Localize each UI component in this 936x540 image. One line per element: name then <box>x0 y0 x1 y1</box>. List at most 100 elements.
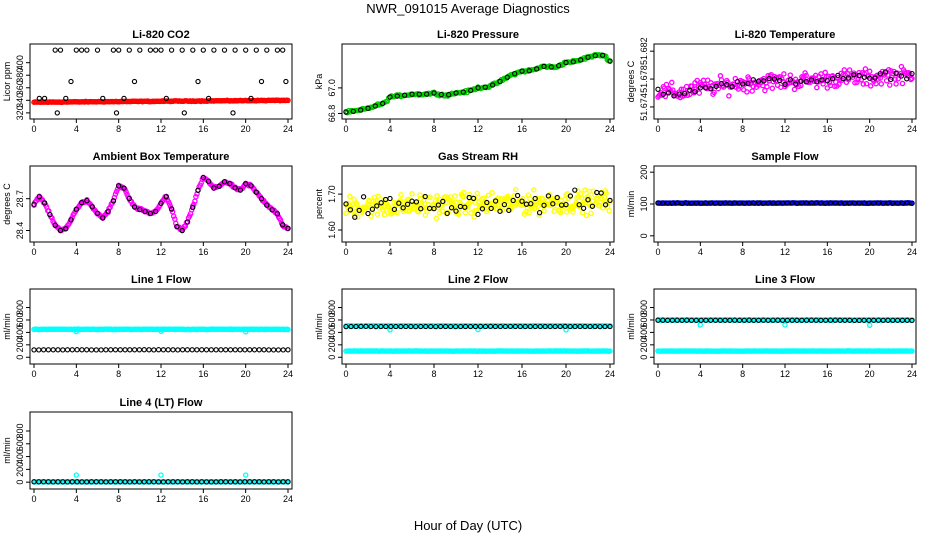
data-point <box>453 90 459 96</box>
data-point <box>253 47 259 53</box>
data-point <box>770 317 776 323</box>
x-tick-label: 0 <box>31 124 36 134</box>
data-point <box>871 317 877 323</box>
data-point <box>423 323 429 330</box>
data-point <box>280 47 286 53</box>
data-point <box>216 183 222 189</box>
data-point <box>69 347 75 353</box>
data-point <box>466 191 473 198</box>
x-tick-label: 0 <box>343 369 348 379</box>
data-point <box>655 86 661 92</box>
data-point <box>47 211 53 218</box>
data-point <box>717 200 723 206</box>
y-axis-label: ml/min <box>2 313 12 340</box>
data-point <box>151 479 157 485</box>
y-tick-label: 800 <box>15 423 25 438</box>
data-point <box>607 58 613 64</box>
data-point <box>193 193 199 200</box>
y-tick-label: 800 <box>15 300 25 315</box>
series-layer <box>343 51 613 116</box>
data-point <box>798 78 804 84</box>
data-point <box>877 71 883 77</box>
x-tick-label: 0 <box>31 247 36 257</box>
data-point <box>702 85 709 91</box>
x-tick-label: 4 <box>74 124 79 134</box>
data-point <box>557 323 563 330</box>
data-point <box>722 200 728 206</box>
x-tick-label: 4 <box>698 247 703 257</box>
data-point <box>153 47 159 53</box>
data-point <box>462 204 468 210</box>
data-point <box>468 210 474 216</box>
data-point <box>374 211 381 217</box>
data-point <box>837 317 843 323</box>
data-point <box>803 79 809 85</box>
data-point <box>446 92 452 98</box>
y-tick-label: 0 <box>15 355 25 360</box>
data-point <box>497 208 503 214</box>
data-point <box>116 47 122 53</box>
data-point <box>489 189 495 196</box>
x-tick-label: 12 <box>156 247 166 257</box>
data-point <box>227 479 234 485</box>
data-point <box>416 91 422 97</box>
data-point <box>693 317 699 323</box>
data-point <box>475 326 481 333</box>
data-point <box>541 63 547 70</box>
y-tick-label: 51.674 <box>639 93 649 121</box>
data-point <box>434 193 440 199</box>
data-point <box>243 47 249 53</box>
x-tick-label: 24 <box>605 247 615 257</box>
data-point <box>689 83 695 89</box>
data-point <box>554 194 560 201</box>
data-point <box>744 89 750 95</box>
data-point <box>475 211 481 218</box>
y-tick-label: 100 <box>639 196 649 211</box>
data-point <box>127 479 133 485</box>
data-point <box>660 200 666 206</box>
data-point <box>470 195 477 202</box>
data-point <box>827 317 834 323</box>
data-point <box>761 78 767 84</box>
data-point <box>36 479 42 485</box>
data-point <box>665 90 672 96</box>
data-point <box>511 193 517 199</box>
data-point <box>452 193 458 199</box>
data-point <box>442 323 449 330</box>
data-point <box>285 225 291 231</box>
series-layer <box>31 174 291 234</box>
data-point <box>860 81 867 87</box>
data-point <box>803 72 809 79</box>
x-tick-label: 24 <box>283 247 293 257</box>
data-point <box>669 200 676 206</box>
x-tick-label: 8 <box>431 124 436 134</box>
chart-panel-8: Line 2 Flow ml/min 0 4 8 12 16 20 24 0 20040060080… <box>314 274 615 379</box>
x-tick-label: 16 <box>822 124 832 134</box>
data-point <box>285 479 291 485</box>
data-point <box>375 193 381 199</box>
data-point <box>462 209 469 216</box>
y-tick-label: 360 <box>15 80 25 95</box>
data-point <box>52 47 58 53</box>
x-tick-label: 0 <box>31 494 36 504</box>
data-point <box>882 69 889 75</box>
x-axis-title: Hour of Day (UTC) <box>413 518 523 533</box>
data-point <box>760 317 767 323</box>
data-point <box>856 72 862 79</box>
data-point <box>782 322 788 328</box>
data-point <box>121 185 127 191</box>
data-point <box>909 75 915 82</box>
data-point <box>867 83 874 89</box>
data-point <box>587 323 593 330</box>
data-point <box>698 317 704 323</box>
data-point <box>460 193 466 200</box>
data-point <box>703 200 709 206</box>
data-point <box>572 323 578 330</box>
data-point <box>851 72 857 78</box>
data-point <box>52 222 58 228</box>
y-tick-label: 66.8 <box>327 105 337 123</box>
data-point <box>403 323 409 330</box>
data-point <box>887 82 893 88</box>
data-point <box>845 75 852 81</box>
data-point <box>79 479 85 485</box>
